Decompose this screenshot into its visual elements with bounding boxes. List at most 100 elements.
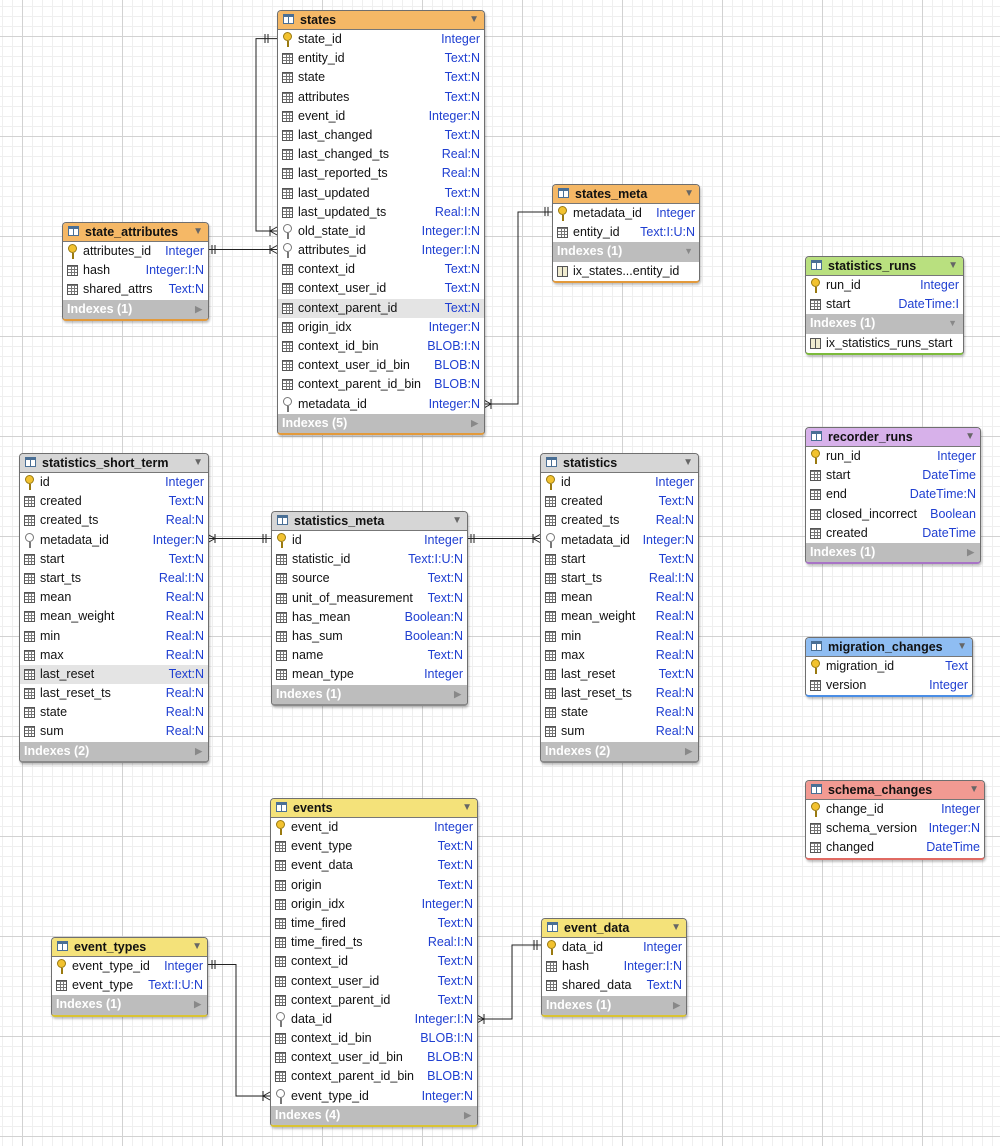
column-row-shared-attrs[interactable]: shared_attrs Text:N: [63, 280, 208, 300]
chevron-down-icon[interactable]: ▼: [192, 941, 202, 952]
chevron-down-icon[interactable]: ▼: [948, 260, 958, 271]
indexes-section-header[interactable]: Indexes (1) ▶: [272, 684, 467, 704]
column-row-context-id-bin[interactable]: context_id_bin BLOB:I:N: [278, 337, 484, 357]
chevron-down-icon[interactable]: ▼: [948, 318, 957, 329]
column-row-sum[interactable]: sum Real:N: [20, 722, 208, 742]
column-row-start-ts[interactable]: start_ts Real:I:N: [541, 568, 698, 589]
column-row-end[interactable]: end DateTime:N: [806, 485, 980, 505]
table-statistics-runs[interactable]: statistics_runs ▼ run_id Integer start DateTi…: [805, 256, 964, 355]
column-row-attributes-id[interactable]: attributes_id Integer: [63, 242, 208, 262]
table-migration-changes[interactable]: migration_changes ▼ migration_id Text versio…: [805, 637, 973, 698]
column-row-max[interactable]: max Real:N: [20, 645, 208, 665]
column-row-changed[interactable]: changed DateTime: [806, 838, 984, 858]
column-row-origin-idx[interactable]: origin_idx Integer:N: [271, 894, 477, 914]
table-header[interactable]: recorder_runs ▼: [806, 428, 980, 447]
chevron-down-icon[interactable]: ▼: [193, 226, 203, 237]
table-event-types[interactable]: event_types ▼ event_type_id Integer event_ty…: [51, 937, 208, 1017]
indexes-section-header[interactable]: Indexes (1) ▶: [63, 299, 208, 319]
column-row-origin-idx[interactable]: origin_idx Integer:N: [278, 317, 484, 337]
indexes-section-header[interactable]: Indexes (1) ▼: [806, 314, 963, 334]
column-row-last-reset[interactable]: last_reset Text:N: [541, 664, 698, 685]
table-event-data[interactable]: event_data ▼ data_id Integer hash Integer:I:N…: [541, 918, 687, 1017]
column-row-schema-version[interactable]: schema_version Integer:N: [806, 819, 984, 839]
column-row-start-ts[interactable]: start_ts Real:I:N: [20, 568, 208, 589]
column-row-time-fired[interactable]: time_fired Text:N: [271, 913, 477, 934]
column-row-context-id[interactable]: context_id Text:N: [271, 952, 477, 972]
column-row-source[interactable]: source Text:N: [272, 569, 467, 589]
chevron-right-icon[interactable]: ▶: [195, 745, 202, 756]
column-row-min[interactable]: min Real:N: [541, 626, 698, 646]
column-row-start[interactable]: start DateTime: [806, 466, 980, 486]
chevron-right-icon[interactable]: ▶: [454, 688, 461, 699]
column-row-min[interactable]: min Real:N: [20, 626, 208, 646]
indexes-section-header[interactable]: Indexes (1) ▶: [542, 995, 686, 1015]
column-row-last-updated[interactable]: last_updated Text:N: [278, 183, 484, 203]
index-row[interactable]: ix_statistics_runs_start: [806, 333, 963, 353]
column-row-start[interactable]: start Text:N: [541, 549, 698, 569]
column-row-has-mean[interactable]: has_mean Boolean:N: [272, 607, 467, 627]
table-states-meta[interactable]: states_meta ▼ metadata_id Integer entity_id T…: [552, 184, 700, 283]
table-header[interactable]: states_meta ▼: [553, 185, 699, 204]
table-header[interactable]: states ▼: [278, 11, 484, 30]
chevron-right-icon[interactable]: ▶: [673, 999, 680, 1010]
chevron-right-icon[interactable]: ▶: [194, 999, 201, 1010]
column-row-attributes[interactable]: attributes Text:N: [278, 87, 484, 107]
index-row[interactable]: ix_states...entity_id: [553, 261, 699, 281]
column-row-id[interactable]: id Integer: [20, 473, 208, 493]
chevron-down-icon[interactable]: ▼: [671, 922, 681, 933]
column-row-created-ts[interactable]: created_ts Real:N: [541, 511, 698, 531]
table-header[interactable]: events ▼: [271, 799, 477, 818]
column-row-metadata-id[interactable]: metadata_id Integer:N: [541, 530, 698, 550]
column-row-start[interactable]: start DateTime:I: [806, 295, 963, 315]
column-row-context-user-id[interactable]: context_user_id Text:N: [271, 971, 477, 991]
column-row-context-parent-id[interactable]: context_parent_id Text:N: [271, 990, 477, 1010]
indexes-section-header[interactable]: Indexes (1) ▶: [806, 542, 980, 563]
column-row-created[interactable]: created Text:N: [541, 492, 698, 512]
table-header[interactable]: statistics_short_term ▼: [20, 454, 208, 473]
column-row-unit-of-measurement[interactable]: unit_of_measurement Text:N: [272, 588, 467, 608]
column-row-name[interactable]: name Text:N: [272, 646, 467, 666]
column-row-context-parent-id-bin[interactable]: context_parent_id_bin BLOB:N: [278, 375, 484, 395]
indexes-section-header[interactable]: Indexes (5) ▶: [278, 413, 484, 433]
column-row-max[interactable]: max Real:N: [541, 645, 698, 665]
table-events[interactable]: events ▼ event_id Integer event_type Text:N ev…: [270, 798, 478, 1127]
chevron-down-icon[interactable]: ▼: [684, 188, 694, 199]
chevron-down-icon[interactable]: ▼: [684, 246, 693, 257]
column-row-last-changed[interactable]: last_changed Text:N: [278, 125, 484, 146]
column-row-id[interactable]: id Integer: [272, 531, 467, 551]
table-schema-changes[interactable]: schema_changes ▼ change_id Integer schema_ve…: [805, 780, 985, 860]
column-row-last-reset[interactable]: last_reset Text:N: [20, 664, 208, 685]
column-row-metadata-id[interactable]: metadata_id Integer:N: [20, 530, 208, 550]
column-row-context-user-id[interactable]: context_user_id Text:N: [278, 279, 484, 299]
column-row-run-id[interactable]: run_id Integer: [806, 276, 963, 296]
indexes-section-header[interactable]: Indexes (4) ▶: [271, 1105, 477, 1125]
column-row-created[interactable]: created DateTime: [806, 523, 980, 543]
column-row-event-type-id[interactable]: event_type_id Integer:N: [271, 1086, 477, 1106]
column-row-state-id[interactable]: state_id Integer: [278, 30, 484, 50]
table-header[interactable]: migration_changes ▼: [806, 638, 972, 657]
chevron-down-icon[interactable]: ▼: [462, 802, 472, 813]
chevron-down-icon[interactable]: ▼: [969, 784, 979, 795]
column-row-event-type[interactable]: event_type Text:N: [271, 837, 477, 857]
column-row-last-changed-ts[interactable]: last_changed_ts Real:N: [278, 145, 484, 165]
column-row-last-reset-ts[interactable]: last_reset_ts Real:N: [20, 684, 208, 704]
column-row-change-id[interactable]: change_id Integer: [806, 800, 984, 820]
column-row-created[interactable]: created Text:N: [20, 492, 208, 512]
column-row-context-parent-id-bin[interactable]: context_parent_id_bin BLOB:N: [271, 1067, 477, 1087]
column-row-attributes-id[interactable]: attributes_id Integer:I:N: [278, 241, 484, 261]
column-row-time-fired-ts[interactable]: time_fired_ts Real:I:N: [271, 933, 477, 953]
column-row-mean[interactable]: mean Real:N: [541, 588, 698, 608]
table-header[interactable]: statistics_runs ▼: [806, 257, 963, 276]
column-row-shared-data[interactable]: shared_data Text:N: [542, 976, 686, 996]
indexes-section-header[interactable]: Indexes (2) ▶: [541, 741, 698, 761]
column-row-event-data[interactable]: event_data Text:N: [271, 856, 477, 876]
chevron-down-icon[interactable]: ▼: [452, 515, 462, 526]
column-row-hash[interactable]: hash Integer:I:N: [542, 957, 686, 977]
chevron-right-icon[interactable]: ▶: [464, 1109, 471, 1120]
column-row-entity-id[interactable]: entity_id Text:I:U:N: [553, 223, 699, 243]
table-header[interactable]: statistics ▼: [541, 454, 698, 473]
column-row-origin[interactable]: origin Text:N: [271, 875, 477, 895]
table-header[interactable]: event_types ▼: [52, 938, 207, 957]
chevron-right-icon[interactable]: ▶: [471, 417, 478, 428]
column-row-state[interactable]: state Real:N: [20, 703, 208, 723]
